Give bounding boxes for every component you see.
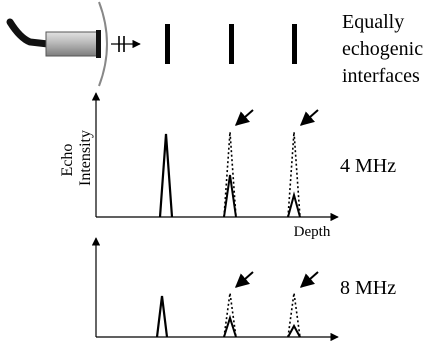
transducer xyxy=(6,1,108,87)
x-axis-label: Depth xyxy=(294,224,331,240)
header-caption-line-1: Equally xyxy=(342,11,404,33)
header-caption: Equally echogenic interfaces xyxy=(342,11,428,87)
echo-peak-2-attenuated xyxy=(223,174,237,218)
panel-4mhz: Echo Intensity Depth 4 MHz xyxy=(59,92,396,240)
transducer-face xyxy=(96,30,101,58)
y-axis-label-line-1: Echo xyxy=(59,144,76,177)
echo-peak-1 xyxy=(155,295,169,338)
interface-1 xyxy=(165,24,170,64)
transducer-body xyxy=(45,31,99,57)
missing-echo-arrow-1 xyxy=(234,271,254,288)
y-axis-label: Echo Intensity xyxy=(59,130,94,186)
frequency-label-8mhz: 8 MHz xyxy=(340,277,396,299)
header-caption-line-3: interfaces xyxy=(342,65,420,87)
panel-8mhz: 8 MHz xyxy=(91,237,396,342)
frequency-label-4mhz: 4 MHz xyxy=(340,155,396,177)
echo-peak-3-expected xyxy=(287,131,301,218)
echo-peak-3-expected xyxy=(287,292,301,338)
header-caption-line-2: echogenic xyxy=(342,38,423,60)
interface-3 xyxy=(292,24,297,64)
echo-peak-2-attenuated xyxy=(223,314,237,338)
transducer-cable xyxy=(6,18,52,48)
y-axis-label-line-2: Intensity xyxy=(77,130,94,186)
echo-peak-1 xyxy=(158,133,174,218)
echo-peak-2-expected xyxy=(223,292,237,338)
interface-2 xyxy=(229,24,234,64)
reflecting-interfaces xyxy=(165,24,297,64)
acoustic-lens xyxy=(98,1,108,87)
missing-echo-arrow-2 xyxy=(299,271,319,288)
echo-peak-3-attenuated xyxy=(287,191,301,218)
missing-echo-arrow-2 xyxy=(299,109,319,126)
echo-peak-3-attenuated xyxy=(287,323,301,338)
ultrasound-pulse xyxy=(111,36,141,52)
missing-echo-arrow-1 xyxy=(234,109,254,126)
echo-peak-2-expected xyxy=(223,131,237,218)
